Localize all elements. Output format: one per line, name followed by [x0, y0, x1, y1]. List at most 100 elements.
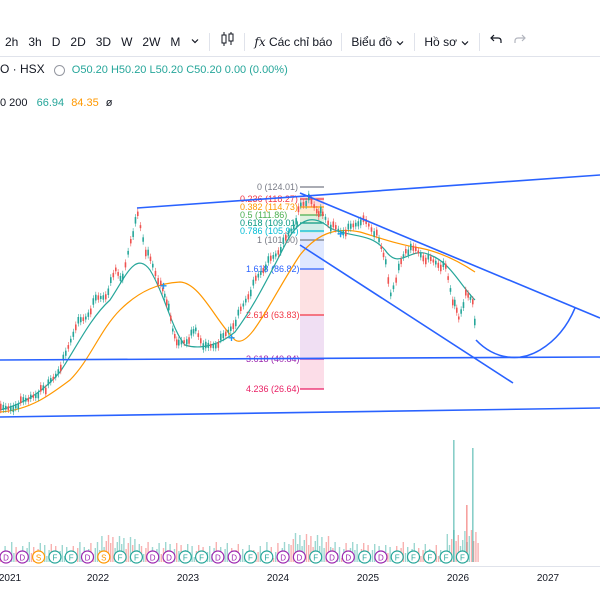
event-marker-circle	[423, 550, 437, 564]
interval-3h[interactable]: 3h	[28, 35, 42, 49]
toolbar-divider	[209, 33, 211, 51]
volume-bar	[261, 557, 264, 562]
volume-bar	[44, 545, 46, 562]
candle-body	[55, 373, 57, 378]
candle-body	[347, 223, 350, 230]
candle-body	[415, 246, 417, 251]
interval-2w[interactable]: 2W	[142, 35, 161, 49]
event-marker[interactable]: F	[455, 550, 469, 564]
volume-bar	[202, 547, 204, 562]
candle-body	[149, 256, 152, 261]
candle-body	[210, 344, 212, 348]
candle-body	[92, 298, 95, 305]
event-marker[interactable]: F	[178, 550, 192, 564]
volume-bar	[158, 543, 160, 562]
interval-2d[interactable]: 2D	[70, 35, 86, 49]
event-marker[interactable]: D	[80, 550, 95, 564]
candle-body	[452, 299, 454, 306]
interval-3d[interactable]: 3D	[95, 35, 112, 49]
event-marker[interactable]: D	[341, 550, 355, 564]
indicators-button[interactable]: 𝑓x Các chỉ báo	[249, 31, 337, 53]
event-marker-letter: D	[297, 554, 303, 563]
time-axis-label: 2025	[357, 573, 380, 584]
event-marker-letter: D	[150, 554, 156, 563]
event-marker[interactable]: F	[390, 550, 404, 564]
interval-m[interactable]: M	[170, 35, 181, 49]
event-marker[interactable]: D	[325, 550, 339, 564]
volume-bar	[145, 548, 147, 562]
indicator-legend: 0 200 66.94 84.35 ø	[0, 97, 113, 109]
volume-bar	[314, 541, 316, 562]
event-marker[interactable]: F	[439, 550, 453, 564]
profile-button[interactable]: Hồ sơ	[419, 31, 475, 53]
chart-type-button[interactable]: Biểu đồ	[346, 31, 410, 53]
undo-button[interactable]	[484, 31, 508, 53]
candle-body	[437, 262, 440, 268]
event-marker[interactable]: D	[15, 550, 29, 564]
volume-bar	[316, 535, 319, 562]
indicator-prefix[interactable]: 0 200	[0, 97, 28, 109]
event-marker[interactable]: D	[211, 550, 225, 564]
volume-bar	[455, 541, 457, 562]
candle-body	[164, 293, 166, 298]
event-marker[interactable]: F	[129, 550, 143, 564]
candle-body	[30, 394, 32, 399]
event-marker[interactable]: S	[97, 550, 111, 564]
candle-body	[342, 230, 345, 236]
event-marker[interactable]: F	[195, 550, 209, 564]
candle-body	[270, 255, 272, 261]
event-marker-circle	[80, 550, 95, 564]
candle-body	[308, 193, 310, 201]
volume-bar	[420, 556, 422, 562]
volume-bar	[378, 546, 380, 562]
candle-body	[350, 223, 352, 229]
candle-body	[183, 340, 185, 344]
candle-body	[380, 246, 383, 249]
event-marker[interactable]: F	[64, 550, 78, 564]
event-marker[interactable]: F	[309, 550, 323, 564]
candle-body	[107, 288, 110, 295]
blue-markers: + + +	[160, 227, 344, 345]
candle-body	[272, 255, 275, 259]
chart-style-button[interactable]	[214, 31, 240, 53]
event-marker[interactable]: F	[260, 550, 274, 564]
interval-dropdown[interactable]	[185, 31, 205, 53]
event-marker[interactable]: F	[48, 550, 62, 564]
event-marker[interactable]: S	[31, 550, 46, 564]
candle-body	[316, 209, 318, 214]
time-axis: 2021 2022 2023 2024 2025 2026 2027	[0, 573, 560, 584]
candle-body	[425, 257, 427, 265]
candle-body	[420, 253, 422, 258]
interval-w[interactable]: W	[121, 35, 133, 49]
event-marker[interactable]: F	[423, 550, 437, 564]
event-marker[interactable]: F	[243, 550, 258, 564]
event-marker[interactable]: D	[0, 550, 13, 564]
volume-bar	[147, 542, 149, 562]
event-marker[interactable]: F	[406, 550, 421, 564]
event-marker[interactable]: F	[113, 550, 127, 564]
candle-body	[300, 202, 302, 207]
event-marker[interactable]: D	[162, 550, 176, 564]
event-marker[interactable]: F	[358, 550, 372, 564]
event-marker[interactable]: D	[292, 550, 306, 564]
interval-2h[interactable]: 2h	[5, 35, 19, 49]
volume-bar	[57, 557, 59, 562]
redo-button[interactable]	[508, 31, 532, 53]
volume-bar	[253, 550, 255, 562]
volume-bar	[299, 535, 301, 562]
volume-bar	[325, 542, 327, 562]
event-marker[interactable]: D	[374, 550, 388, 564]
volume-bar	[349, 548, 352, 562]
candle-body	[195, 327, 197, 332]
interval-d[interactable]: D	[51, 35, 61, 49]
event-marker-letter: F	[362, 554, 367, 563]
symbol-name[interactable]: O · HSX	[0, 62, 45, 76]
candle-body	[287, 231, 290, 236]
event-marker[interactable]: D	[146, 550, 160, 564]
volume-bar	[266, 542, 268, 562]
event-marker[interactable]: D	[276, 550, 290, 564]
candle-body	[119, 275, 122, 282]
event-marker[interactable]: D	[227, 550, 241, 564]
volume-bar	[242, 549, 244, 562]
